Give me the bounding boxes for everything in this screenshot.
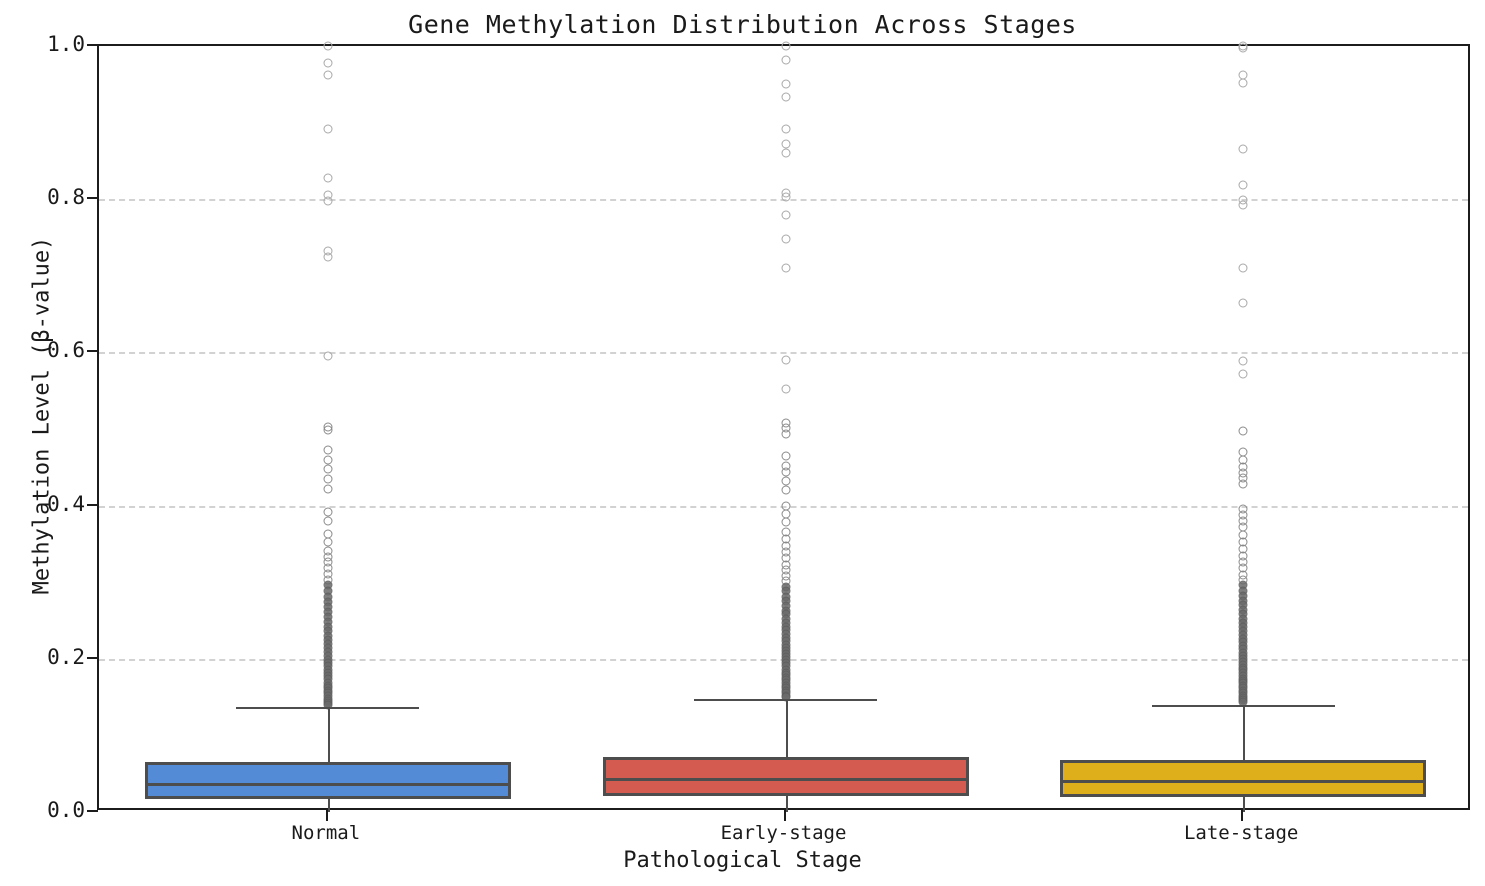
x-tick-mark	[783, 810, 786, 821]
median-line	[1060, 779, 1427, 783]
outlier-point	[323, 173, 333, 183]
outlier-point	[781, 41, 790, 51]
whisker-cap-upper	[1151, 704, 1335, 707]
outlier-point	[323, 196, 333, 206]
outlier-point	[781, 124, 790, 134]
outlier-point	[1238, 78, 1248, 88]
box-early-stage	[602, 756, 969, 796]
outlier-point	[781, 355, 790, 365]
outlier-point	[1238, 144, 1248, 154]
outlier-point	[323, 252, 333, 262]
y-tick-mark	[87, 656, 98, 659]
whisker-upper	[1243, 704, 1246, 760]
outlier-point	[323, 351, 333, 361]
box-normal	[144, 761, 511, 799]
whisker-lower	[785, 795, 788, 812]
x-tick-mark	[325, 810, 328, 821]
plot-area	[97, 41, 1470, 812]
y-tick-label: 0.4	[47, 491, 85, 516]
y-tick-mark	[87, 350, 98, 353]
y-tick-mark	[87, 503, 98, 506]
x-tick-mark	[1241, 810, 1244, 821]
outlier-point	[323, 124, 333, 134]
whisker-lower	[327, 798, 330, 812]
outlier-point	[323, 445, 333, 455]
outlier-point	[781, 139, 790, 149]
outlier-point	[323, 455, 333, 465]
outlier-point	[1238, 180, 1248, 190]
x-tick-label-early-stage: Early-stage	[720, 822, 847, 844]
outlier-point	[781, 210, 790, 220]
outlier-point	[781, 429, 790, 439]
whisker-lower	[1243, 797, 1246, 812]
outlier-point	[323, 425, 333, 435]
outlier-point	[781, 192, 790, 202]
y-tick-label: 0.0	[47, 798, 85, 822]
outlier-point	[781, 451, 790, 461]
y-tick-label: 0.2	[47, 644, 85, 669]
outlier-point	[323, 70, 333, 80]
box-late-stage	[1060, 759, 1427, 798]
outlier-point	[781, 148, 790, 158]
x-tick-label-normal: Normal	[291, 822, 361, 844]
y-tick-label: 0.8	[47, 185, 85, 210]
outlier-point	[781, 263, 790, 273]
y-tick-label: 1.0	[47, 32, 85, 56]
x-axis-label: Pathological Stage	[623, 848, 862, 873]
boxplot-early-stage	[99, 41, 1468, 812]
outlier-point	[323, 41, 333, 51]
y-tick-mark	[87, 810, 98, 812]
median-line	[144, 783, 511, 787]
y-axis-label: Methylation Level (β-value)	[29, 236, 55, 595]
outlier-point	[1238, 298, 1248, 308]
outlier-point	[781, 55, 790, 65]
outlier-point	[781, 467, 790, 477]
outlier-point	[1238, 43, 1248, 53]
y-tick-label: 0.6	[47, 338, 85, 363]
outlier-point	[323, 474, 333, 484]
outlier-point	[323, 58, 333, 68]
outlier-point	[781, 79, 790, 89]
outlier-point	[1238, 263, 1248, 273]
outlier-point	[323, 507, 333, 517]
outlier-point	[781, 485, 790, 494]
outlier-point	[1238, 426, 1248, 436]
outlier-point	[1238, 356, 1248, 366]
whisker-upper	[785, 699, 788, 757]
outlier-point	[1238, 369, 1248, 379]
x-tick-label-late-stage: Late-stage	[1183, 822, 1299, 844]
boxplot-normal	[99, 41, 1468, 812]
outlier-point	[323, 484, 333, 494]
outlier-point	[781, 384, 790, 394]
whisker-cap-upper	[694, 699, 877, 702]
gridline	[99, 352, 1468, 355]
page-title: Gene Methylation Distribution Across Sta…	[408, 10, 1077, 39]
outlier-point	[781, 517, 790, 527]
y-tick-mark	[87, 197, 98, 200]
outlier-point	[323, 516, 333, 526]
boxplot-late-stage	[99, 41, 1468, 812]
outlier-point	[1238, 479, 1248, 489]
median-line	[602, 778, 969, 782]
whisker-upper	[327, 707, 330, 762]
whisker-cap-upper	[236, 707, 420, 710]
outlier-point	[781, 92, 790, 102]
outlier-point	[781, 234, 790, 244]
outlier-point	[1238, 200, 1248, 210]
outlier-point	[323, 464, 333, 474]
y-tick-mark	[87, 44, 98, 46]
